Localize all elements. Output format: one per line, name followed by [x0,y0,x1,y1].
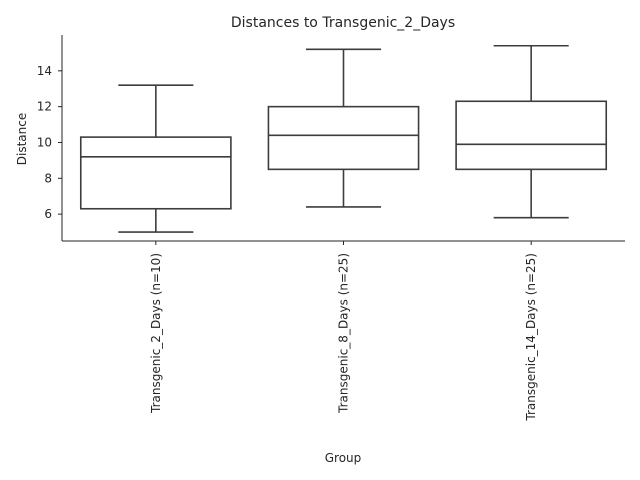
box-group [79,84,232,233]
box-iqr [267,105,420,171]
box-iqr [79,136,232,210]
box-group [267,48,420,208]
y-ticks: 6 8 10 12 14 [37,64,62,221]
box-group [455,44,608,219]
plot-area [79,44,608,233]
x-tick-label: Transgenic_8_Days (n=25) [337,253,351,414]
y-tick-label: 10 [37,135,52,149]
box-iqr [455,100,608,171]
y-axis-label: Distance [15,113,29,165]
chart-title: Distances to Transgenic_2_Days [231,15,455,31]
x-ticks: Transgenic_2_Days (n=10) Transgenic_8_Day… [149,241,538,422]
y-tick-label: 14 [37,64,52,78]
y-tick-label: 8 [44,171,52,185]
y-tick-label: 6 [44,207,52,221]
x-tick-label: Transgenic_2_Days (n=10) [149,253,163,414]
x-tick-label: Transgenic_14_Days (n=25) [524,253,538,422]
x-axis-label: Group [325,451,362,465]
y-tick-label: 12 [37,100,52,114]
